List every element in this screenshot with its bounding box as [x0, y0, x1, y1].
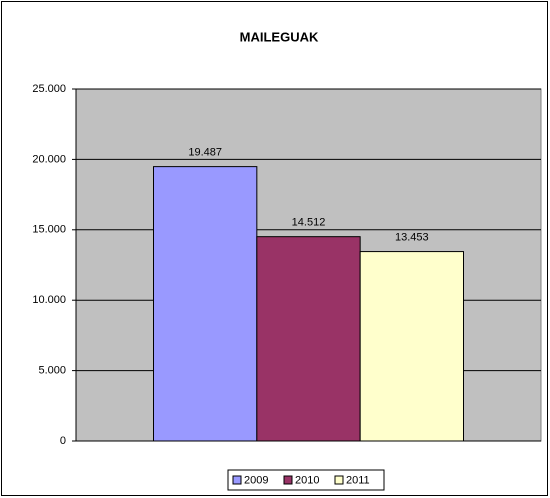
y-tick-label: 20.000 — [32, 153, 66, 165]
value-label: 14.512 — [292, 217, 326, 229]
legend-label: 2011 — [346, 474, 370, 486]
bar — [256, 236, 361, 442]
legend-box — [227, 469, 385, 491]
legend-swatch — [283, 475, 293, 485]
y-tick-label: 0 — [60, 435, 66, 447]
chart-title: MAILEGUAK — [240, 29, 319, 44]
bar — [359, 251, 464, 442]
value-label: 19.487 — [188, 147, 222, 159]
legend-swatch — [232, 475, 242, 485]
y-tick-label: 5.000 — [38, 365, 66, 377]
y-tick-label: 25.000 — [32, 83, 66, 95]
bar — [153, 166, 258, 442]
y-tick-label: 10.000 — [32, 294, 66, 306]
y-tick-label: 15.000 — [32, 224, 66, 236]
legend-swatch — [334, 475, 344, 485]
value-label: 13.453 — [395, 231, 429, 243]
legend-label: 2009 — [244, 474, 268, 486]
legend-label: 2010 — [295, 474, 319, 486]
